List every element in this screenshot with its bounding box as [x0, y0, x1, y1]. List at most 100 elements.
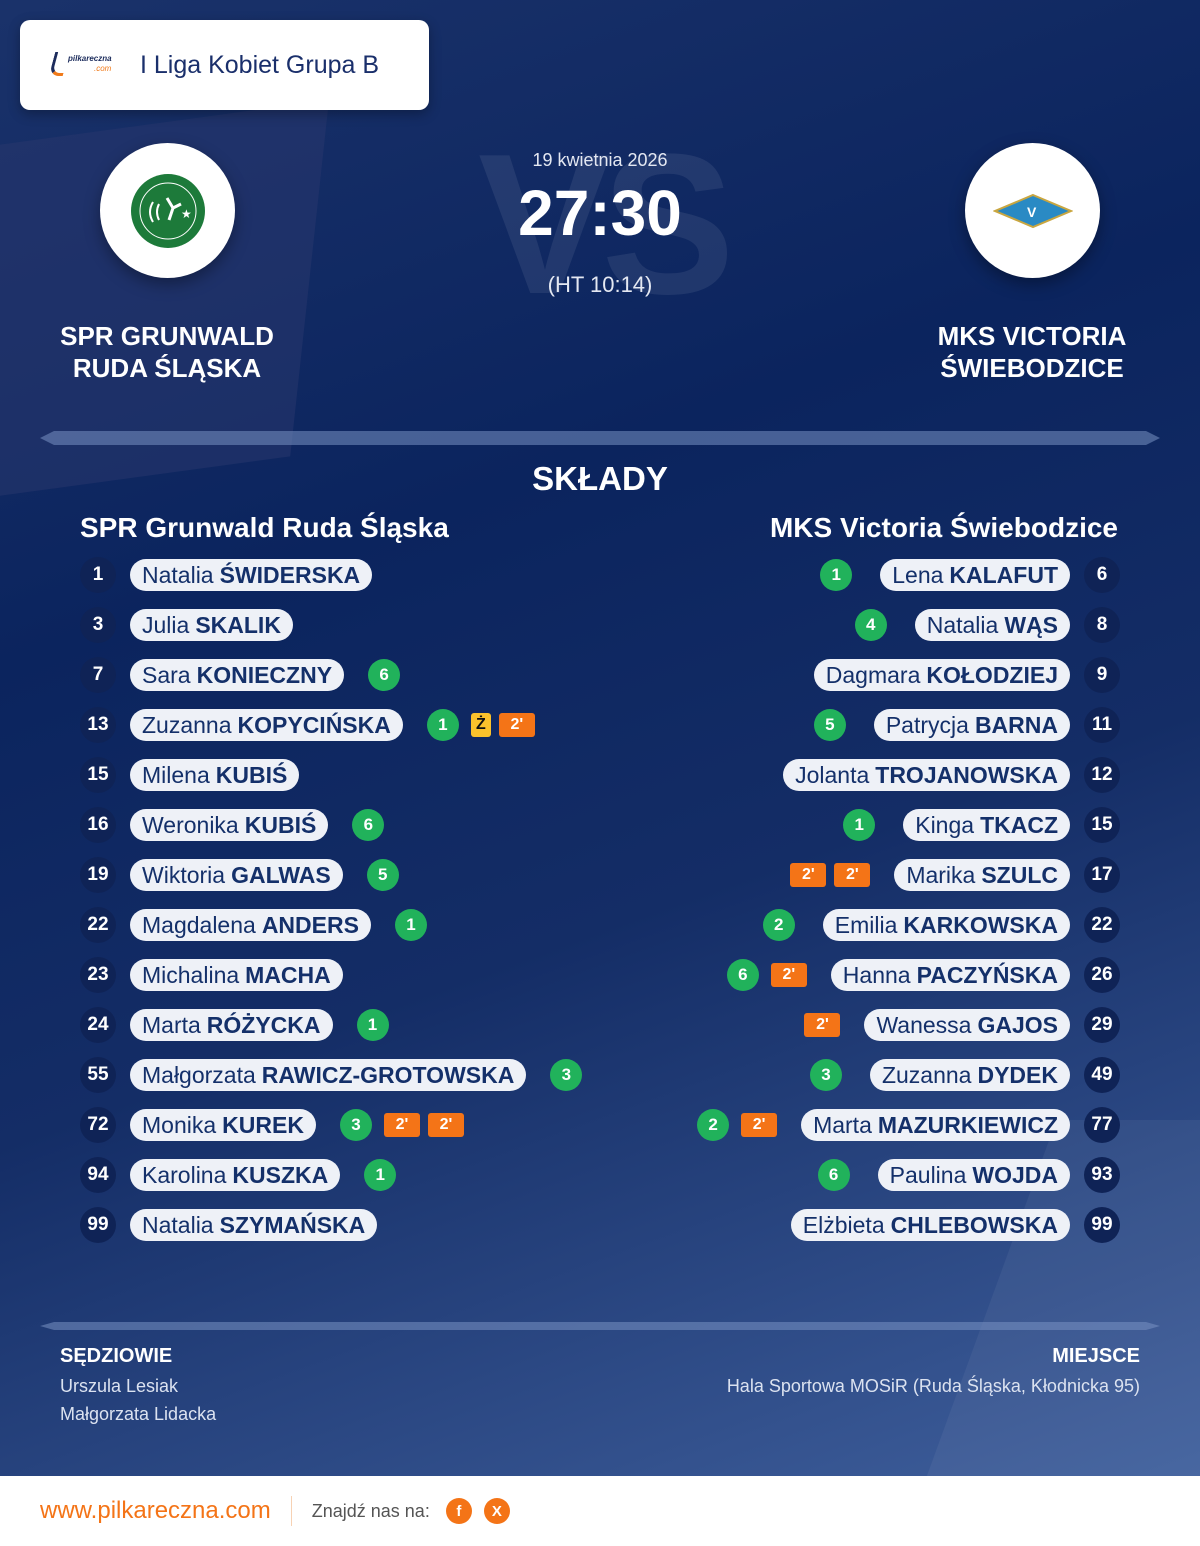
- svg-text:★: ★: [181, 207, 192, 221]
- player-number: 12: [1084, 757, 1120, 793]
- away-crest: V: [965, 143, 1100, 278]
- divider: [40, 1322, 1160, 1330]
- lineups-title: SKŁADY: [532, 460, 668, 497]
- player-name: Monika KUREK: [130, 1109, 316, 1141]
- player-number: 72: [80, 1107, 116, 1143]
- vs-watermark: VS: [478, 113, 735, 336]
- player-row: 8 Natalia WĄS 4: [854, 607, 1120, 643]
- player-number: 26: [1084, 957, 1120, 993]
- player-number: 55: [80, 1057, 116, 1093]
- goals-badge: 1: [394, 909, 427, 941]
- player-name: Natalia ŚWIDERSKA: [130, 559, 373, 591]
- player-events: 2: [762, 909, 799, 941]
- player-name: Małgorzata RAWICZ-GROTOWSKA: [130, 1059, 527, 1091]
- player-number: 22: [1084, 907, 1120, 943]
- referees-title: SĘDZIOWIE: [60, 1345, 173, 1367]
- player-name: Julia SKALIK: [130, 609, 293, 641]
- player-number: 29: [1084, 1007, 1120, 1043]
- player-name: Weronika KUBIŚ: [130, 809, 329, 841]
- away-lineup-title: MKS Victoria Świebodzice: [769, 512, 1118, 543]
- player-row: 6 Lena KALAFUT 1: [820, 557, 1120, 593]
- player-number: 8: [1084, 607, 1120, 643]
- player-row: 3 Julia SKALIK: [80, 607, 317, 643]
- goals-badge: 5: [366, 859, 399, 891]
- goals-badge: 6: [368, 659, 401, 691]
- player-row: 99 Natalia SZYMAŃSKA: [80, 1207, 401, 1243]
- player-number: 3: [80, 607, 116, 643]
- player-row: 72 Monika KUREK 3 2' 2': [80, 1107, 464, 1143]
- player-row: 19 Wiktoria GALWAS 5: [80, 857, 403, 893]
- player-number: 77: [1084, 1107, 1120, 1143]
- grunwald-crest-icon: ★: [130, 173, 205, 248]
- goals-badge: 1: [843, 809, 876, 841]
- player-name: Emilia KARKOWSKA: [822, 909, 1070, 941]
- find-us-label: Znajdź nas na:: [311, 1500, 430, 1521]
- player-name: Karolina KUSZKA: [130, 1159, 341, 1191]
- home-crest: ★: [100, 143, 235, 278]
- pilkareczna-logo[interactable]: pilkareczna .com: [48, 52, 122, 78]
- goals-badge: 2: [762, 909, 795, 941]
- player-name: Kinga TKACZ: [903, 809, 1070, 841]
- player-name: Dagmara KOŁODZIEJ: [813, 659, 1070, 691]
- facebook-icon[interactable]: f: [445, 1498, 472, 1524]
- player-number: 11: [1084, 707, 1120, 743]
- player-row: 1 Natalia ŚWIDERSKA: [80, 557, 396, 593]
- player-row: 55 Małgorzata RAWICZ-GROTOWSKA 3: [80, 1057, 586, 1093]
- victoria-crest-icon: V: [992, 193, 1073, 228]
- player-number: 6: [1084, 557, 1120, 593]
- player-name: Marta RÓŻYCKA: [130, 1009, 333, 1041]
- player-row: 16 Weronika KUBIŚ 6: [80, 807, 388, 843]
- player-number: 16: [80, 807, 116, 843]
- two-minute-badge: 2': [383, 1113, 420, 1137]
- player-events: 6: [352, 809, 388, 841]
- player-row: 22 Emilia KARKOWSKA 2: [762, 907, 1120, 943]
- player-events: 1: [356, 1009, 393, 1041]
- player-row: 15 Milena KUBIŚ: [80, 757, 323, 793]
- player-events: 1 Ż 2': [426, 709, 535, 741]
- player-row: 29 Wanessa GAJOS 2': [804, 1007, 1120, 1043]
- player-row: 7 Sara KONIECZNY 6: [80, 657, 404, 693]
- player-events: 6: [817, 1159, 854, 1191]
- goals-badge: 6: [352, 809, 385, 841]
- player-row: 94 Karolina KUSZKA 1: [80, 1157, 400, 1193]
- two-minute-badge: 2': [741, 1113, 778, 1137]
- player-number: 24: [80, 1007, 116, 1043]
- player-name: Marika SZULC: [894, 859, 1070, 891]
- player-name: Wanessa GAJOS: [864, 1009, 1070, 1041]
- divider: [40, 431, 1160, 445]
- player-row: 24 Marta RÓŻYCKA 1: [80, 1007, 393, 1043]
- player-name: Zuzanna DYDEK: [869, 1059, 1070, 1091]
- player-name: Paulina WOJDA: [877, 1159, 1070, 1191]
- footer-bar: www.pilkareczna.com Znajdź nas na: f X: [0, 1476, 1200, 1546]
- two-minute-badge: 2': [427, 1113, 464, 1137]
- goals-badge: 3: [809, 1059, 842, 1091]
- player-number: 1: [80, 557, 116, 593]
- player-number: 9: [1084, 657, 1120, 693]
- player-events: 2' 2': [790, 863, 871, 887]
- player-row: 99 Elżbieta CHLEBOWSKA: [767, 1207, 1120, 1243]
- player-events: 6: [368, 659, 404, 691]
- match-card: VS pilkareczna .com I Liga Kobiet Grupa …: [0, 0, 1200, 1476]
- two-minute-badge: 2': [804, 1013, 841, 1037]
- x-icon[interactable]: X: [483, 1498, 510, 1524]
- player-events: 1: [364, 1159, 400, 1191]
- player-row: 9 Dagmara KOŁODZIEJ: [790, 657, 1120, 693]
- venue-title: MIEJSCE: [1052, 1345, 1140, 1367]
- final-score: 27:30: [518, 177, 682, 249]
- two-minute-badge: 2': [790, 863, 827, 887]
- player-number: 17: [1084, 857, 1120, 893]
- player-events: 3: [550, 1059, 586, 1091]
- player-events: 1: [394, 909, 431, 941]
- yellow-card-badge: Ż: [470, 713, 491, 737]
- player-name: Jolanta TROJANOWSKA: [783, 759, 1070, 791]
- website-link[interactable]: www.pilkareczna.com: [40, 1497, 271, 1524]
- halftime-score: (HT 10:14): [547, 272, 653, 297]
- match-date: 19 kwietnia 2026: [532, 150, 668, 170]
- goals-badge: 1: [426, 709, 459, 741]
- player-events: 1: [820, 559, 856, 591]
- home-lineup-title: SPR Grunwald Ruda Śląska: [80, 512, 449, 543]
- player-events: 6 2': [726, 959, 807, 991]
- away-team-name: MKS VICTORIA ŚWIEBODZICE: [937, 321, 1127, 383]
- player-row: 49 Zuzanna DYDEK 3: [809, 1057, 1120, 1093]
- player-row: 93 Paulina WOJDA 6: [817, 1157, 1120, 1193]
